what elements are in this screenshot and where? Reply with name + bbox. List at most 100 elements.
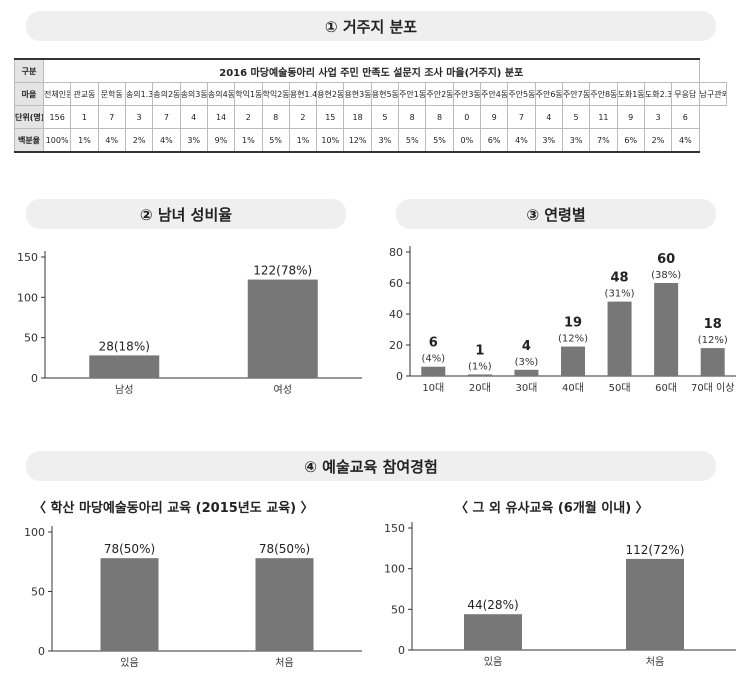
village-cell: 남구관외: [698, 82, 727, 106]
bar: [607, 301, 632, 376]
village-cell: 송의1.3동: [124, 82, 154, 106]
bar: [654, 283, 679, 376]
other-edu-bar-chart: 0 50 100 150 44(28%) 있음 112(72%) 처음: [384, 522, 736, 668]
residence-table: 구분 2016 마당예술동아리 사업 주민 만족도 설문지 조사 마을(거주지)…: [14, 58, 727, 153]
bar: [464, 614, 522, 650]
percent-cell: 0%: [452, 128, 482, 153]
category-label: 30대: [515, 382, 537, 394]
y-tick-label: 50: [391, 603, 405, 616]
percent-cell: 100%: [42, 128, 72, 153]
percent-cell: 2%: [124, 128, 154, 153]
category-label: 10대: [422, 382, 444, 394]
y-tick-label: 150: [17, 251, 38, 264]
category-label: 여성: [274, 384, 292, 396]
village-cell: 송의2동: [152, 82, 181, 106]
percent-cell: 4%: [97, 128, 126, 153]
percent-label: (38%): [651, 270, 681, 281]
village-cell: 전체인원: [42, 82, 72, 106]
percent-cell: 3%: [561, 128, 591, 153]
count-cell: 156: [42, 105, 72, 129]
village-cell: 주안7동: [561, 82, 591, 106]
percent-cell: 10%: [316, 128, 345, 153]
count-cell: 6: [671, 105, 700, 129]
village-cell: 문학동: [97, 82, 126, 106]
table-caption-row: 구분 2016 마당예술동아리 사업 주민 만족도 설문지 조사 마을(거주지)…: [14, 58, 727, 83]
bar: [700, 348, 725, 376]
row-label-count: 단위(명): [14, 105, 44, 129]
percent-cell: 1%: [288, 128, 318, 153]
bar: [100, 558, 159, 651]
village-cell: 도화1동: [616, 82, 645, 106]
count-cell: 11: [589, 105, 618, 129]
village-cell: 주안5동: [507, 82, 536, 106]
percent-label: (4%): [421, 354, 445, 365]
count-cell: 18: [343, 105, 372, 129]
data-label: 44(28%): [467, 598, 518, 612]
y-tick-label: 50: [24, 332, 38, 345]
bar: [626, 558, 684, 650]
village-cell: 관교동: [70, 82, 99, 106]
bar: [514, 369, 539, 376]
category-label: 60대: [655, 382, 677, 394]
count-cell: 4: [534, 105, 563, 129]
count-cell: 8: [261, 105, 290, 129]
category-label: 처음: [646, 656, 664, 668]
category-label: 50대: [609, 382, 631, 394]
count-cell: 0: [452, 105, 482, 129]
age-bar-chart: 0 20 40 60 80 6 (4%) 10대 1 (1%) 20대 4 (3%) 30대 19 (12%)…: [389, 246, 736, 394]
count-cell: 7: [507, 105, 536, 129]
percent-cell: 1%: [234, 128, 263, 153]
count-cell: 1: [70, 105, 99, 129]
count-cell: 3: [643, 105, 673, 129]
bar: [247, 279, 318, 378]
village-cell: 용현3동: [343, 82, 372, 106]
village-cell: 주안6동: [534, 82, 563, 106]
data-label: 60: [657, 252, 675, 267]
village-cell: 용현5동: [370, 82, 400, 106]
category-label: 처음: [275, 657, 293, 669]
y-tick-label: 150: [384, 522, 405, 535]
count-cell: 2: [288, 105, 318, 129]
y-tick-label: 100: [17, 291, 38, 304]
percent-label: (12%): [558, 334, 588, 345]
percent-cell: 6%: [479, 128, 509, 153]
percent-cell: 3%: [534, 128, 563, 153]
category-label: 20대: [469, 382, 491, 394]
count-cell: 14: [206, 105, 236, 129]
village-cell: 용현2동: [316, 82, 345, 106]
haksan-edu-bar-chart: 0 50 100 78(50%) 있음 78(50%) 처음: [24, 526, 362, 669]
count-cell: 3: [124, 105, 154, 129]
y-tick-label: 0: [38, 645, 45, 658]
count-cell: 7: [97, 105, 126, 129]
table-row-percent: 백분율 100% 1% 4% 2% 4% 3% 9% 1% 5% 1% 10% 12% 3% 5% 5% 0%…: [14, 128, 727, 153]
section-title-education: ④ 예술교육 참여경험: [26, 451, 716, 481]
data-label: 112(72%): [626, 543, 685, 557]
percent-cell: 4%: [507, 128, 536, 153]
percent-cell: 1%: [70, 128, 99, 153]
data-label: 18: [704, 317, 722, 332]
percent-label: (12%): [698, 335, 728, 346]
bar: [561, 346, 585, 376]
row-label-village: 마을: [14, 82, 44, 106]
table-row-village: 마을 전체인원관교동문학동송의1.3동송의2동송의3동송의4동학익1동학익2동용…: [14, 82, 727, 106]
category-label: 있음: [484, 656, 502, 668]
village-cell: 용현1.4동: [288, 82, 318, 106]
village-cell: 도화2.3동: [643, 82, 673, 106]
y-tick-label: 20: [389, 339, 403, 352]
percent-cell: 5%: [261, 128, 290, 153]
bar: [421, 366, 446, 376]
count-cell: 9: [616, 105, 645, 129]
percent-cell: 7%: [589, 128, 618, 153]
village-cell: 주안8동: [589, 82, 618, 106]
village-cell: 학익2동: [261, 82, 290, 106]
table-header-label: 구분: [14, 58, 44, 83]
count-cell: 8: [425, 105, 454, 129]
count-cell: 5: [370, 105, 400, 129]
percent-label: (3%): [515, 357, 539, 368]
data-label: 1: [475, 343, 484, 358]
village-cell: 무응답: [671, 82, 700, 106]
table-caption: 2016 마당예술동아리 사업 주민 만족도 설문지 조사 마을(거주지) 분포: [43, 58, 700, 83]
percent-cell: 5%: [398, 128, 427, 153]
percent-cell: 5%: [425, 128, 454, 153]
y-tick-label: 100: [384, 563, 405, 576]
